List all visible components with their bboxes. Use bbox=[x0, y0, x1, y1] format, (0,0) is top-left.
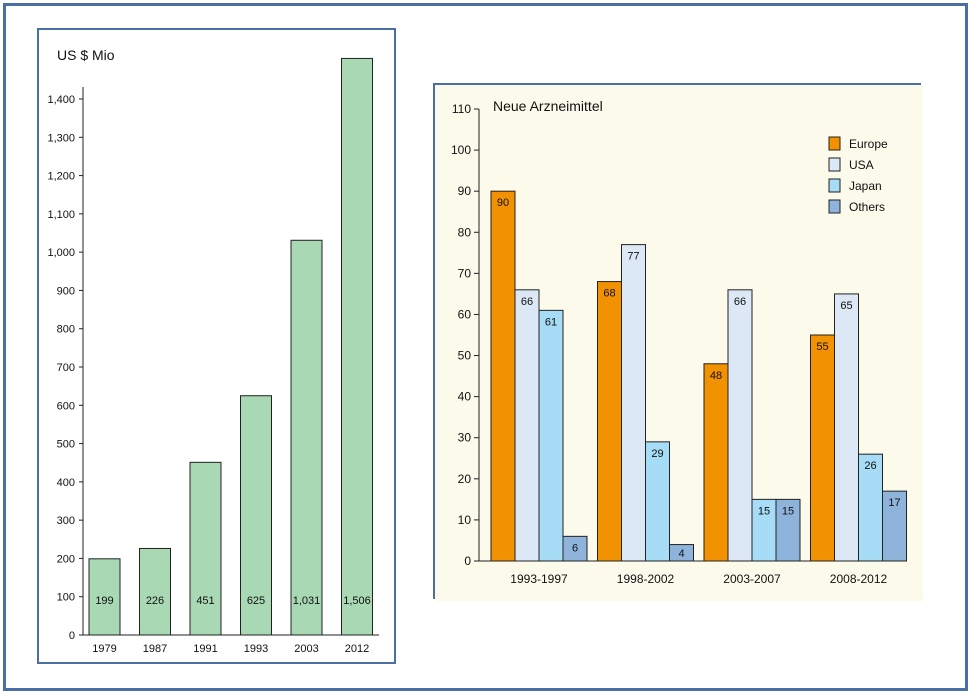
y-tick-label: 50 bbox=[458, 349, 472, 363]
bar bbox=[882, 490, 907, 562]
bar-value-label: 61 bbox=[545, 316, 557, 328]
y-tick-label: 20 bbox=[458, 472, 472, 486]
bar-value-label: 55 bbox=[816, 341, 828, 353]
bar bbox=[645, 441, 670, 562]
bar bbox=[139, 547, 171, 636]
y-tick-label: 80 bbox=[458, 225, 472, 239]
bar-value-label: 15 bbox=[782, 505, 794, 517]
bar bbox=[538, 309, 564, 562]
legend-swatch bbox=[828, 178, 841, 193]
bar bbox=[810, 334, 835, 562]
y-tick-label: 400 bbox=[57, 477, 75, 489]
y-tick-label: 1,200 bbox=[47, 171, 75, 183]
legend-label: USA bbox=[849, 158, 874, 172]
bar-value-label: 77 bbox=[627, 251, 639, 263]
legend-label: Japan bbox=[849, 179, 882, 193]
bar bbox=[834, 293, 859, 562]
outer-frame bbox=[3, 3, 968, 691]
bar bbox=[562, 535, 588, 562]
y-tick-label: 60 bbox=[458, 307, 472, 321]
y-tick-label: 70 bbox=[458, 266, 472, 280]
bar-value-label: 625 bbox=[247, 595, 265, 607]
usd-bar-chart: US $ Mio 0 100 200 300 400 500 600 700 800 900 1,0… bbox=[47, 47, 379, 655]
bar bbox=[341, 57, 373, 636]
legend-label: Others bbox=[849, 200, 885, 214]
chart-panel-neue-arzneimittel: Neue Arzneimittel 0 10 20 30 40 50 60 70 80 90 100… bbox=[433, 83, 923, 601]
x-tick-label: 1993-1997 bbox=[510, 572, 568, 586]
bar-value-label: 66 bbox=[734, 296, 746, 308]
bar bbox=[703, 363, 729, 562]
bar-value-label: 6 bbox=[572, 542, 578, 554]
legend-swatch bbox=[828, 199, 841, 214]
bar bbox=[751, 498, 777, 562]
y-tick-label: 900 bbox=[57, 285, 75, 297]
x-tick-label: 1991 bbox=[193, 643, 217, 655]
chart-panel-usd: US $ Mio 0 100 200 300 400 500 600 700 800 900 1,0… bbox=[37, 28, 396, 664]
bar bbox=[727, 289, 753, 562]
legend-swatch bbox=[828, 157, 841, 172]
x-tick-label: 1998-2002 bbox=[617, 572, 675, 586]
chart-title: Neue Arzneimittel bbox=[493, 98, 603, 114]
neue-arzneimittel-bar-chart: Neue Arzneimittel 0 10 20 30 40 50 60 70 80 90 100… bbox=[435, 85, 923, 601]
x-tick-label: 1987 bbox=[143, 643, 167, 655]
bar bbox=[621, 244, 646, 562]
bar bbox=[514, 289, 540, 562]
y-tick-label: 0 bbox=[69, 630, 75, 642]
bar-value-label: 451 bbox=[196, 595, 214, 607]
y-tick-label: 0 bbox=[464, 554, 471, 568]
x-tick-label: 1993 bbox=[244, 643, 268, 655]
y-tick-label: 700 bbox=[57, 362, 75, 374]
y-tick-label: 10 bbox=[458, 513, 472, 527]
y-tick-label: 600 bbox=[57, 400, 75, 412]
y-tick-label: 100 bbox=[451, 143, 471, 157]
bar-value-label: 65 bbox=[840, 300, 852, 312]
x-tick-label: 2003-2007 bbox=[723, 572, 781, 586]
y-tick-label: 100 bbox=[57, 592, 75, 604]
bar-value-label: 199 bbox=[95, 595, 113, 607]
bar bbox=[290, 239, 323, 636]
bar-value-label: 17 bbox=[888, 497, 900, 509]
bar-value-label: 90 bbox=[497, 197, 509, 209]
bar-value-label: 15 bbox=[758, 505, 770, 517]
bar-value-label: 226 bbox=[146, 595, 164, 607]
y-tick-label: 1,100 bbox=[47, 209, 75, 221]
bar-value-label: 68 bbox=[603, 288, 615, 300]
bar-value-label: 48 bbox=[710, 370, 722, 382]
bar-value-label: 29 bbox=[651, 448, 663, 460]
bar-value-label: 1,506 bbox=[343, 595, 371, 607]
legend-swatch bbox=[828, 136, 841, 151]
bar bbox=[669, 544, 694, 562]
y-tick-label: 300 bbox=[57, 515, 75, 527]
bar-value-label: 1,031 bbox=[293, 595, 321, 607]
x-tick-label: 2012 bbox=[345, 643, 369, 655]
bar-value-label: 26 bbox=[864, 460, 876, 472]
bar bbox=[775, 498, 801, 562]
y-tick-label: 800 bbox=[57, 324, 75, 336]
y-tick-label: 30 bbox=[458, 431, 472, 445]
bar bbox=[240, 395, 272, 636]
bar-value-label: 4 bbox=[678, 548, 684, 560]
y-tick-label: 1,000 bbox=[47, 247, 75, 259]
bar bbox=[88, 558, 121, 636]
y-tick-label: 200 bbox=[57, 553, 75, 565]
y-tick-label: 500 bbox=[57, 439, 75, 451]
chart-title: US $ Mio bbox=[57, 47, 115, 63]
y-tick-label: 110 bbox=[452, 102, 471, 116]
x-tick-label: 2008-2012 bbox=[830, 572, 888, 586]
x-tick-label: 2003 bbox=[294, 643, 318, 655]
bar bbox=[858, 453, 883, 562]
x-tick-label: 1979 bbox=[92, 643, 116, 655]
y-tick-label: 1,300 bbox=[47, 132, 75, 144]
bar bbox=[597, 281, 622, 562]
bar-value-label: 66 bbox=[521, 296, 533, 308]
y-tick-label: 40 bbox=[458, 390, 472, 404]
y-tick-label: 90 bbox=[458, 184, 472, 198]
bar bbox=[490, 190, 516, 562]
y-tick-label: 1,400 bbox=[47, 94, 75, 106]
legend-label: Europe bbox=[849, 137, 888, 151]
bar bbox=[189, 461, 222, 636]
